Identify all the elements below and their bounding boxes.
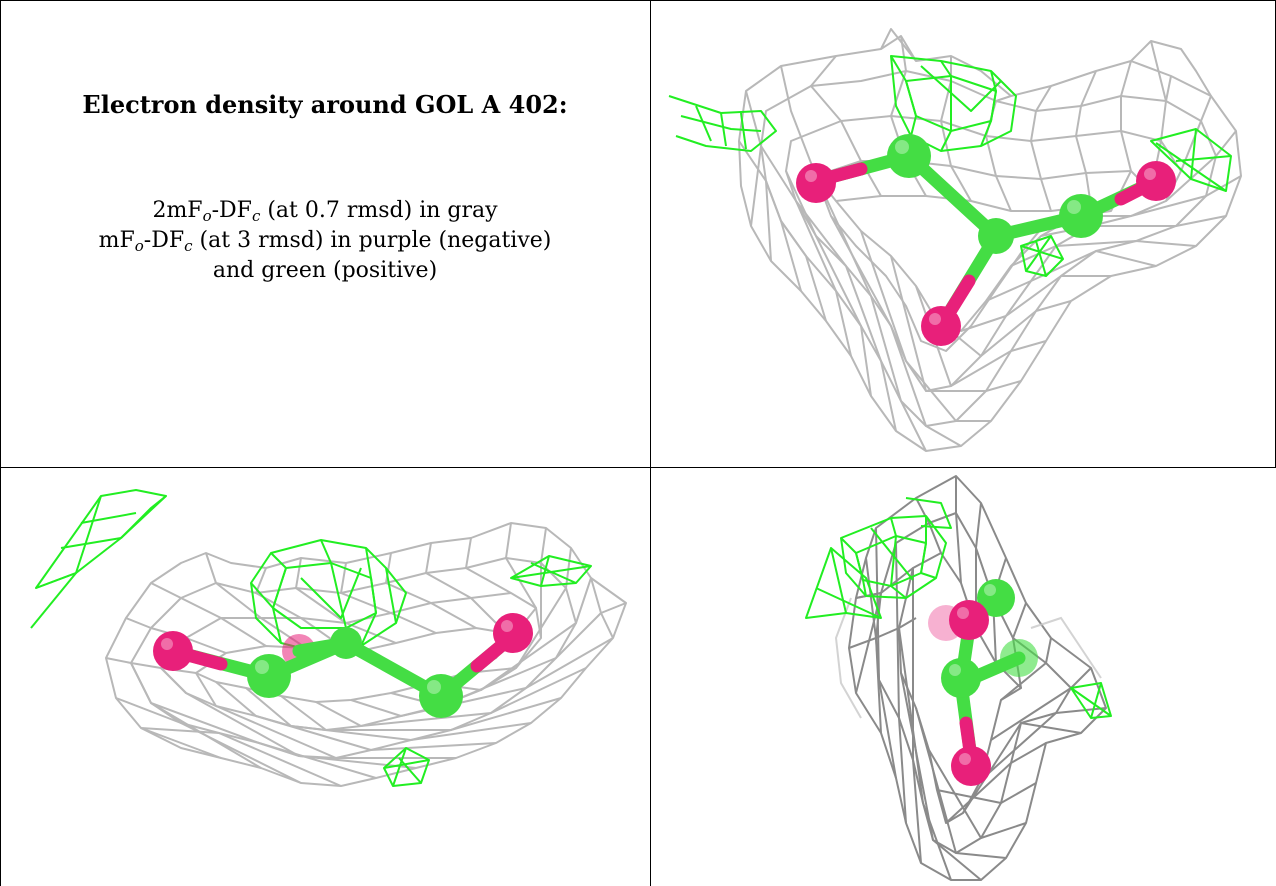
- atom-oxygen-1: [796, 163, 836, 203]
- atom-carbon-3: [419, 674, 463, 718]
- glycerol-molecule: [928, 579, 1038, 786]
- caption-line-fofc: mFo-DFc (at 3 rmsd) in purple (negative): [98, 228, 552, 255]
- atom-carbon-2: [978, 218, 1014, 254]
- density-render-bottom-left: [30, 489, 627, 787]
- atom-oxygen-3: [1136, 161, 1176, 201]
- table-divider-vertical: [650, 0, 651, 886]
- glycerol-molecule: [153, 613, 533, 718]
- density-view-bottom-right: [651, 468, 1275, 886]
- atom-carbon-1: [887, 134, 931, 178]
- caption-description: 2mFo-DFc (at 0.7 rmsd) in gray mFo-DFc (…: [0, 196, 650, 286]
- gray-mesh-2fofc-back: [834, 597, 1102, 719]
- green-mesh-positive: [30, 489, 592, 787]
- caption-line-positive: and green (positive): [212, 258, 438, 283]
- atom-carbon-1: [247, 654, 291, 698]
- atom-oxygen-2: [921, 306, 961, 346]
- atom-carbon-3: [1059, 194, 1103, 238]
- atom-carbon-2: [941, 658, 981, 698]
- caption-cell: Electron density around GOL A 402: 2mFo-…: [0, 0, 650, 467]
- atom-oxygen-1: [153, 631, 193, 671]
- density-view-bottom-left: [1, 468, 650, 886]
- table-divider-horizontal: [0, 467, 1276, 468]
- atom-oxygen-1: [949, 600, 989, 640]
- density-render-bottom-right: [805, 475, 1112, 881]
- green-mesh-positive: [805, 497, 1112, 719]
- atom-oxygen-3: [493, 613, 533, 653]
- caption-title: Electron density around GOL A 402:: [82, 90, 568, 119]
- atom-carbon-3: [977, 579, 1015, 617]
- table-border-top: [0, 0, 1276, 1]
- green-mesh-positive: [668, 55, 1232, 277]
- density-view-top-right: [651, 1, 1275, 467]
- table-border-left: [0, 0, 1, 886]
- density-render-top-right: [668, 28, 1242, 452]
- atom-carbon-2: [330, 627, 362, 659]
- glycerol-molecule: [796, 134, 1176, 346]
- caption-line-2fofc: 2mFo-DFc (at 0.7 rmsd) in gray: [152, 198, 498, 225]
- atom-oxygen-2: [951, 746, 991, 786]
